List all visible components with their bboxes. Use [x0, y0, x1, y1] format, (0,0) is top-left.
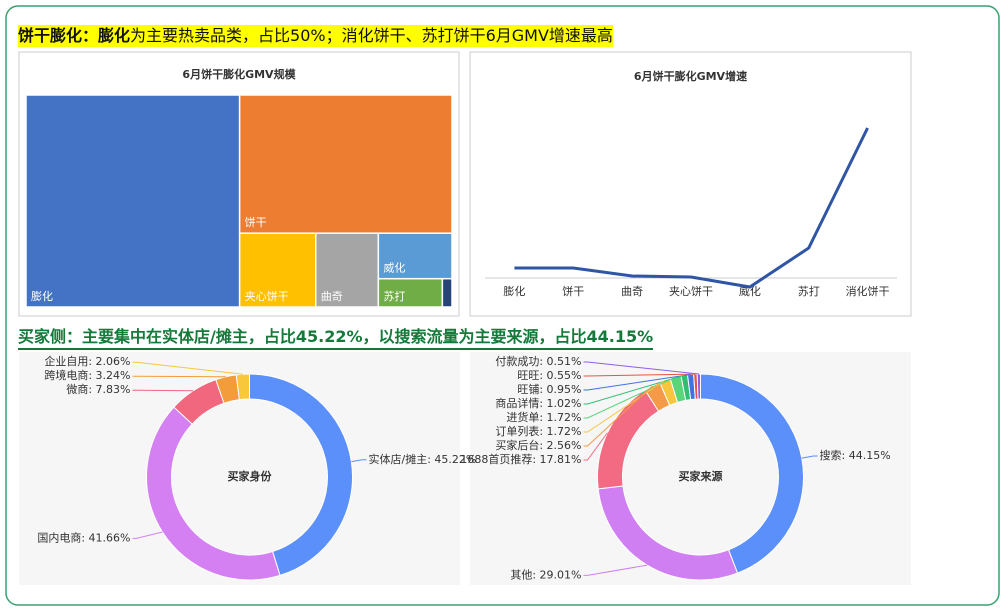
- slice-label: 1688首页推荐: 17.81%: [460, 452, 581, 466]
- slice-label: 付款成功: 0.51%: [495, 354, 581, 368]
- slice-label: 企业自用: 2.06%: [44, 354, 130, 368]
- treemap-cell: [25, 94, 241, 308]
- center-label: 买家来源: [679, 469, 723, 483]
- slice-label: 订单列表: 1.72%: [495, 424, 581, 438]
- x-tick-label: 消化饼干: [846, 284, 890, 298]
- slice-label: 旺铺: 0.95%: [517, 383, 581, 396]
- slice-label: 搜索: 44.15%: [820, 448, 891, 462]
- slice-label: 微商: 7.83%: [66, 382, 130, 396]
- leader-line: [132, 361, 243, 375]
- x-tick-label: 苏打: [798, 284, 820, 298]
- leader-line: [583, 385, 653, 447]
- frame: [5, 5, 1000, 606]
- leader-line: [583, 432, 608, 461]
- cell-label: 膨化: [31, 289, 53, 303]
- heading: 买家侧：主要集中在实体店/摊主，占比45.22%，以搜索流量为主要来源，占比44…: [18, 326, 654, 350]
- x-tick-label: 膨化: [503, 284, 525, 298]
- slice-label: 进货单: 1.72%: [506, 410, 581, 424]
- heading: 饼干膨化：膨化为主要热卖品类，占比50%；消化饼干、苏打饼干6月GMV增速最高: [18, 25, 613, 47]
- slice-label: 其他: 29.01%: [510, 568, 581, 581]
- slice-label: 旺旺: 0.55%: [517, 369, 581, 382]
- leader-line: [132, 389, 194, 392]
- treemap-cell: [238, 232, 317, 308]
- cell-label: 曲奇: [321, 290, 343, 303]
- treemap-cell: [238, 94, 453, 234]
- chart-title: 6月饼干膨化GMV增速: [634, 69, 747, 83]
- center-label: 买家身份: [228, 469, 273, 483]
- leader-line: [351, 459, 367, 463]
- x-tick-label: 夹心饼干: [669, 284, 713, 298]
- slice-label: 跨境电商: 3.24%: [44, 368, 130, 382]
- leader-line: [583, 373, 691, 391]
- leader-line: [583, 376, 676, 419]
- slice-label: 商品详情: 1.02%: [495, 396, 581, 410]
- donut-slice: [696, 373, 701, 400]
- panel: [469, 51, 912, 317]
- heading-lead: 饼干膨化：膨化: [18, 26, 131, 45]
- x-tick-label: 曲奇: [621, 285, 643, 298]
- leader-line: [132, 531, 163, 539]
- leader-line: [583, 373, 696, 377]
- cell-label: 苏打: [383, 289, 405, 303]
- x-tick-label: 饼干: [562, 284, 584, 298]
- leader-line: [583, 361, 699, 375]
- heading-text: 为主要热卖品类，占比50%；消化饼干、苏打饼干6月GMV增速最高: [130, 26, 613, 45]
- cell-label: 威化: [383, 261, 405, 275]
- cell-label: 夹心饼干: [245, 289, 289, 303]
- treemap-cell: [314, 232, 380, 308]
- chart-title: 6月饼干膨化GMV规模: [182, 67, 296, 81]
- treemap-cell: [441, 277, 453, 308]
- cell-label: 饼干: [245, 215, 267, 229]
- slice-label: 国内电商: 41.66%: [37, 530, 130, 544]
- leader-line: [801, 455, 818, 459]
- leader-line: [583, 564, 648, 576]
- line: [514, 127, 869, 289]
- leader-line: [583, 374, 685, 405]
- slice-label: 买家后台: 2.56%: [495, 438, 581, 452]
- slice-label: 实体店/摊主: 45.22%: [369, 452, 477, 466]
